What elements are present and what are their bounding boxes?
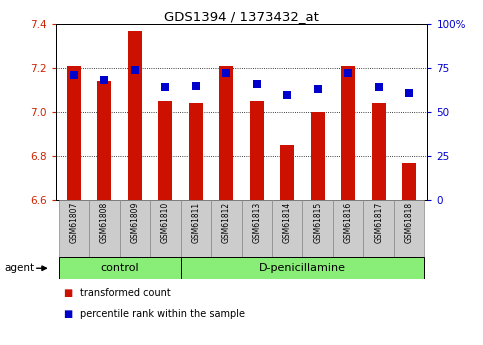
Text: control: control bbox=[100, 263, 139, 273]
Point bbox=[131, 67, 139, 73]
Text: GSM61815: GSM61815 bbox=[313, 202, 322, 243]
Text: GSM61818: GSM61818 bbox=[405, 202, 413, 243]
Bar bbox=[181, 257, 425, 279]
Bar bbox=[58, 200, 89, 257]
Text: D-penicillamine: D-penicillamine bbox=[259, 263, 346, 273]
Bar bbox=[120, 200, 150, 257]
Bar bbox=[402, 163, 416, 200]
Point bbox=[314, 87, 322, 92]
Bar bbox=[272, 200, 302, 257]
Bar bbox=[302, 200, 333, 257]
Text: GSM61807: GSM61807 bbox=[70, 202, 78, 243]
Text: GSM61811: GSM61811 bbox=[191, 202, 200, 243]
Text: transformed count: transformed count bbox=[80, 288, 170, 298]
Bar bbox=[311, 112, 325, 200]
Bar bbox=[98, 81, 111, 200]
Text: GSM61810: GSM61810 bbox=[161, 202, 170, 243]
Bar bbox=[242, 200, 272, 257]
Text: GSM61816: GSM61816 bbox=[344, 202, 353, 243]
Text: GDS1394 / 1373432_at: GDS1394 / 1373432_at bbox=[164, 10, 319, 23]
Text: ■: ■ bbox=[63, 288, 72, 298]
Point bbox=[192, 83, 199, 89]
Point bbox=[375, 85, 383, 90]
Text: GSM61809: GSM61809 bbox=[130, 202, 139, 243]
Bar bbox=[394, 200, 425, 257]
Bar bbox=[211, 200, 242, 257]
Point bbox=[222, 71, 230, 76]
Text: agent: agent bbox=[5, 263, 35, 273]
Bar bbox=[250, 101, 264, 200]
Point bbox=[344, 71, 352, 76]
Bar bbox=[128, 31, 142, 200]
Point bbox=[100, 78, 108, 83]
Text: ■: ■ bbox=[63, 309, 72, 319]
Bar bbox=[219, 66, 233, 200]
Bar bbox=[89, 200, 120, 257]
Bar bbox=[58, 257, 181, 279]
Bar bbox=[67, 66, 81, 200]
Bar bbox=[341, 66, 355, 200]
Text: percentile rank within the sample: percentile rank within the sample bbox=[80, 309, 245, 319]
Bar bbox=[280, 145, 294, 200]
Text: GSM61808: GSM61808 bbox=[100, 202, 109, 243]
Bar bbox=[372, 104, 385, 200]
Bar bbox=[363, 200, 394, 257]
Bar bbox=[333, 200, 363, 257]
Point bbox=[161, 85, 169, 90]
Text: GSM61813: GSM61813 bbox=[252, 202, 261, 243]
Point bbox=[405, 90, 413, 96]
Bar bbox=[150, 200, 181, 257]
Text: GSM61812: GSM61812 bbox=[222, 202, 231, 243]
Point bbox=[284, 92, 291, 97]
Bar bbox=[181, 200, 211, 257]
Text: GSM61817: GSM61817 bbox=[374, 202, 383, 243]
Bar bbox=[158, 101, 172, 200]
Bar bbox=[189, 104, 203, 200]
Point bbox=[70, 72, 78, 78]
Text: GSM61814: GSM61814 bbox=[283, 202, 292, 243]
Point bbox=[253, 81, 261, 87]
